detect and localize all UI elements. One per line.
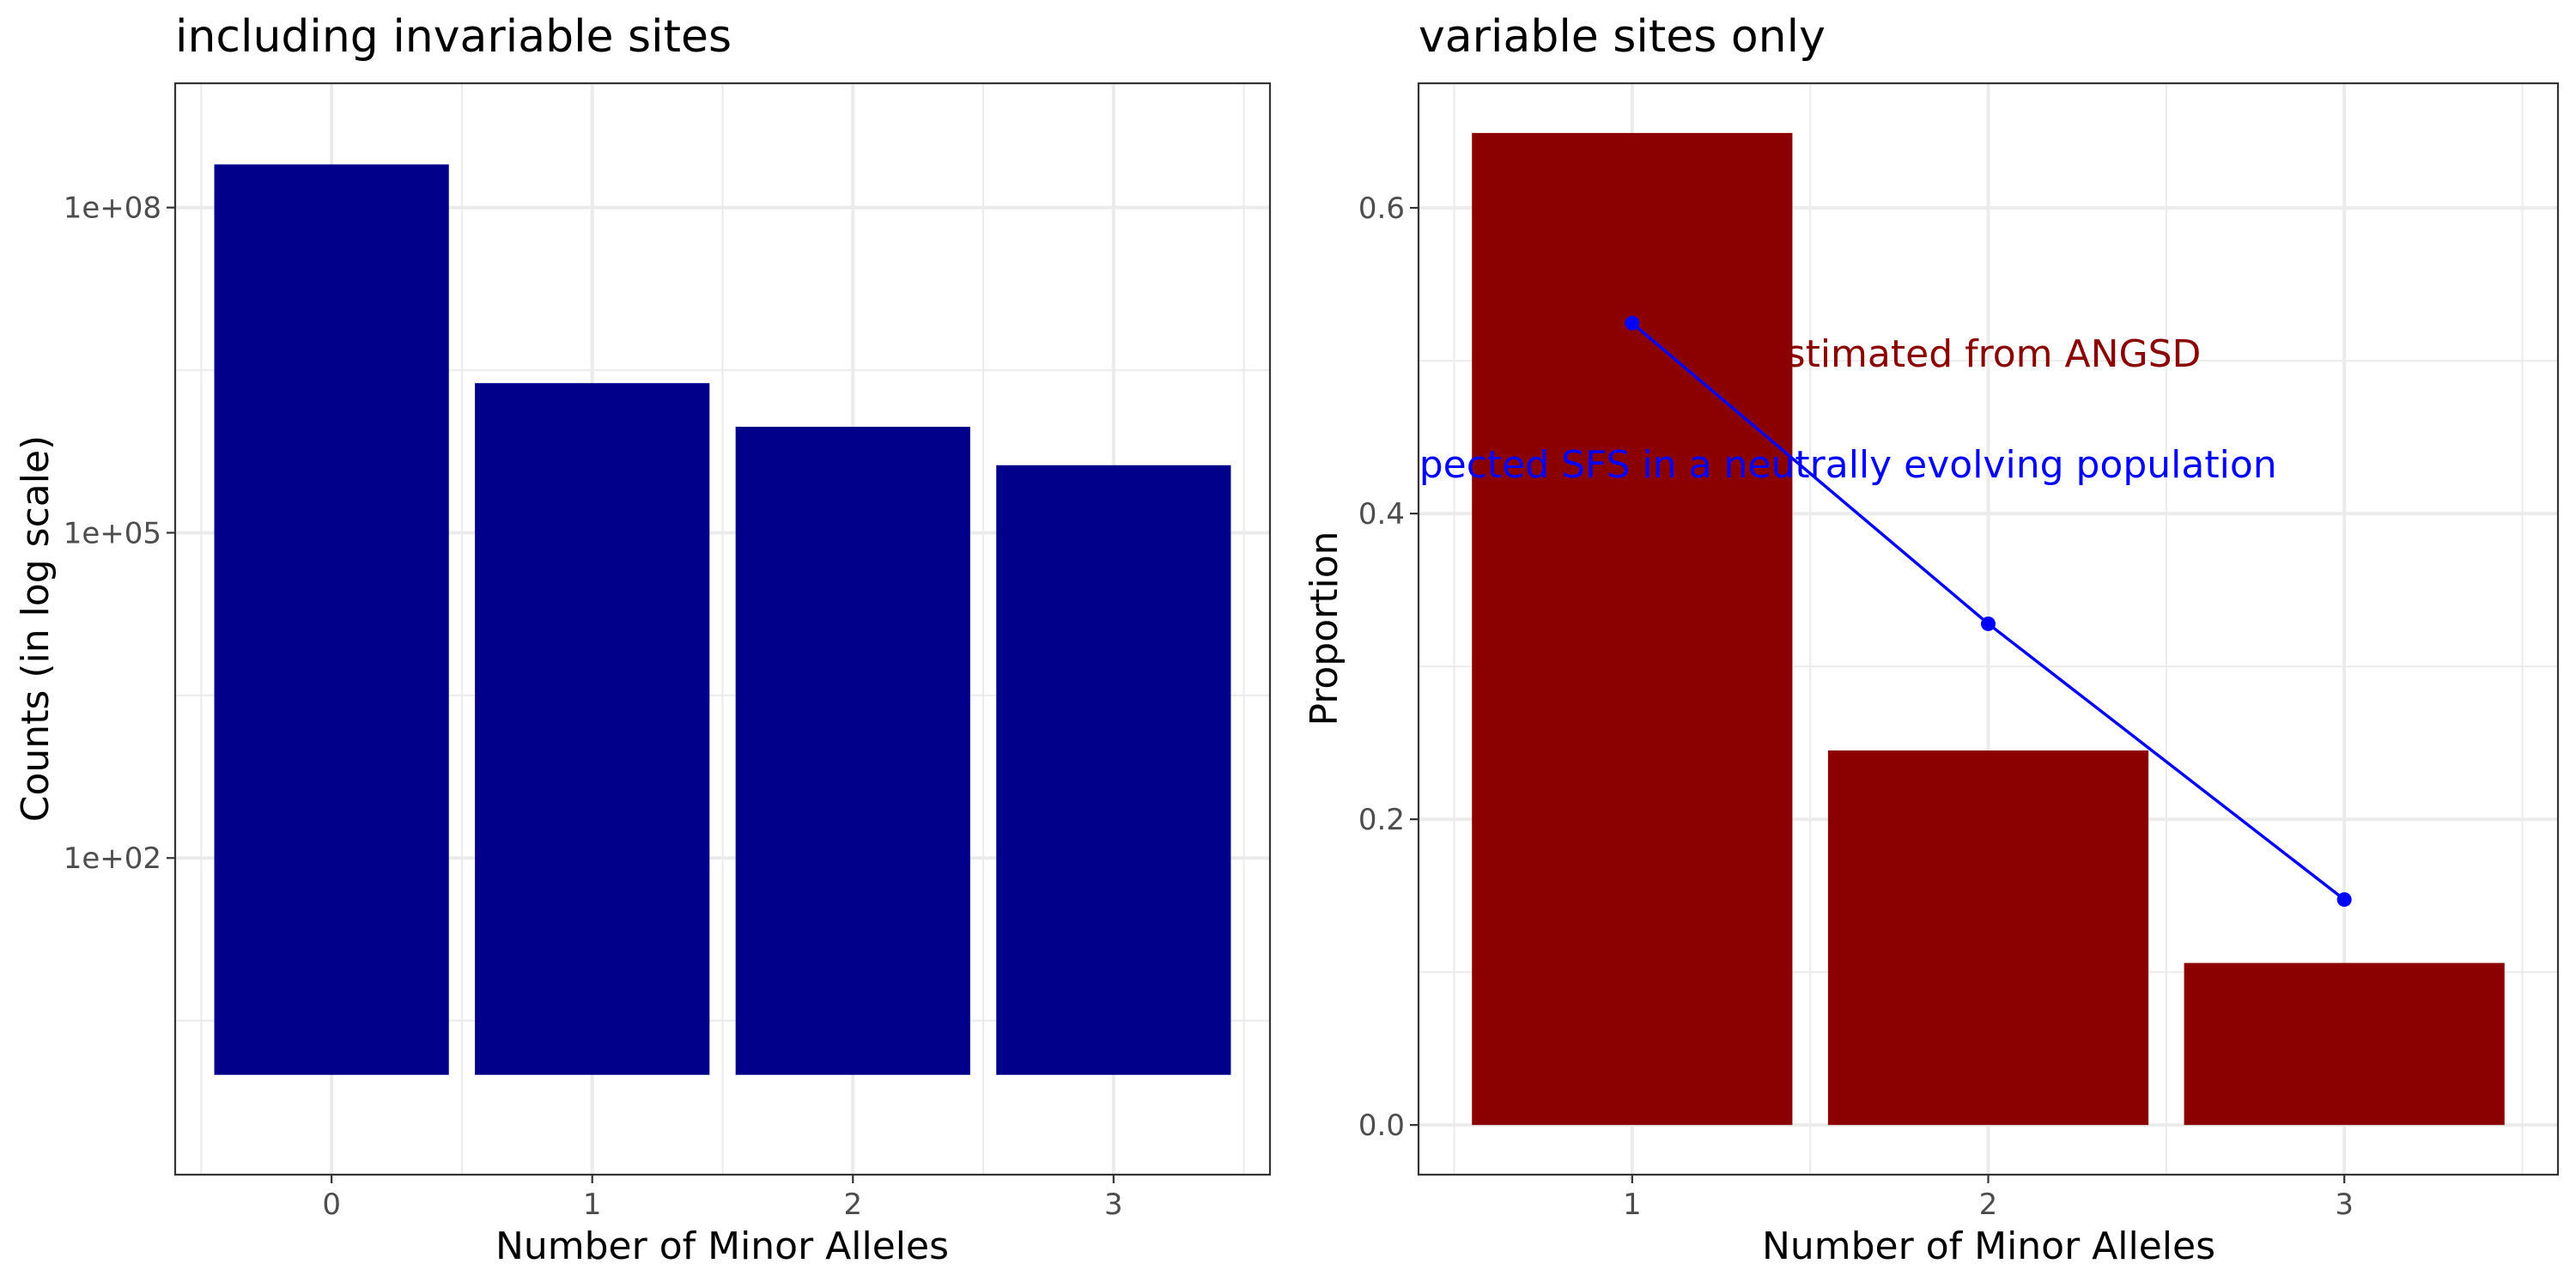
left-bar-2 — [735, 427, 970, 1075]
right-y-tick-label: 0.0 — [1358, 1109, 1405, 1143]
expected-sfs-point-3 — [2336, 892, 2352, 908]
left-chart: including invariable sites 1e+021e+051e+… — [14, 11, 1272, 1268]
left-x-tick-label: 1 — [583, 1188, 602, 1222]
right-y-axis-title: Proportion — [1303, 531, 1346, 726]
right-x-axis-title: Number of Minor Alleles — [1762, 1224, 2215, 1268]
annotation-expected-sfs: expected SFS in a neutrally evolving pop… — [1374, 443, 2276, 487]
left-y-axis-title: Counts (in log scale) — [14, 435, 58, 822]
left-bar-3 — [996, 465, 1231, 1075]
left-x-axis-title: Number of Minor Alleles — [495, 1224, 949, 1268]
expected-sfs-point-1 — [1625, 315, 1640, 331]
right-bars — [1472, 132, 2505, 1126]
right-y-tick-label: 0.6 — [1358, 191, 1405, 226]
right-bar-3 — [2184, 963, 2505, 1126]
expected-sfs-point-2 — [1981, 616, 1996, 631]
right-bar-2 — [1827, 750, 2149, 1126]
right-x-tick-label: 1 — [1623, 1188, 1642, 1222]
right-y-tick-label: 0.2 — [1358, 803, 1405, 837]
left-bar-1 — [475, 383, 710, 1075]
left-x-tick-label: 3 — [1104, 1188, 1123, 1222]
right-y-tick-label: 0.4 — [1358, 497, 1405, 532]
left-bar-0 — [214, 164, 449, 1075]
right-bar-1 — [1472, 132, 1793, 1126]
expected-sfs-line — [1625, 315, 2352, 908]
right-x-tick-label: 2 — [1979, 1188, 1998, 1222]
right-chart-title: variable sites only — [1419, 11, 1826, 63]
left-chart-title: including invariable sites — [175, 11, 732, 63]
annotation-angsd: estimated from ANGSD — [1763, 332, 2202, 376]
left-y-tick-label: 1e+08 — [64, 191, 161, 226]
left-plot-border — [173, 82, 1272, 1176]
left-y-tick-label: 1e+05 — [64, 516, 161, 550]
left-bars — [214, 164, 1231, 1075]
left-x-tick-label: 2 — [843, 1188, 862, 1222]
right-axis-ticks: 0.0 0.2 0.4 0.6 1 2 3 — [1358, 191, 2354, 1222]
left-axis-ticks: 1e+02 1e+05 1e+08 0 1 2 3 — [64, 191, 1123, 1222]
right-chart: variable sites only estimated from ANGSD… — [1303, 11, 2560, 1268]
left-y-tick-label: 1e+02 — [64, 841, 161, 876]
left-x-tick-label: 0 — [322, 1188, 341, 1222]
right-x-tick-label: 3 — [2335, 1188, 2354, 1222]
